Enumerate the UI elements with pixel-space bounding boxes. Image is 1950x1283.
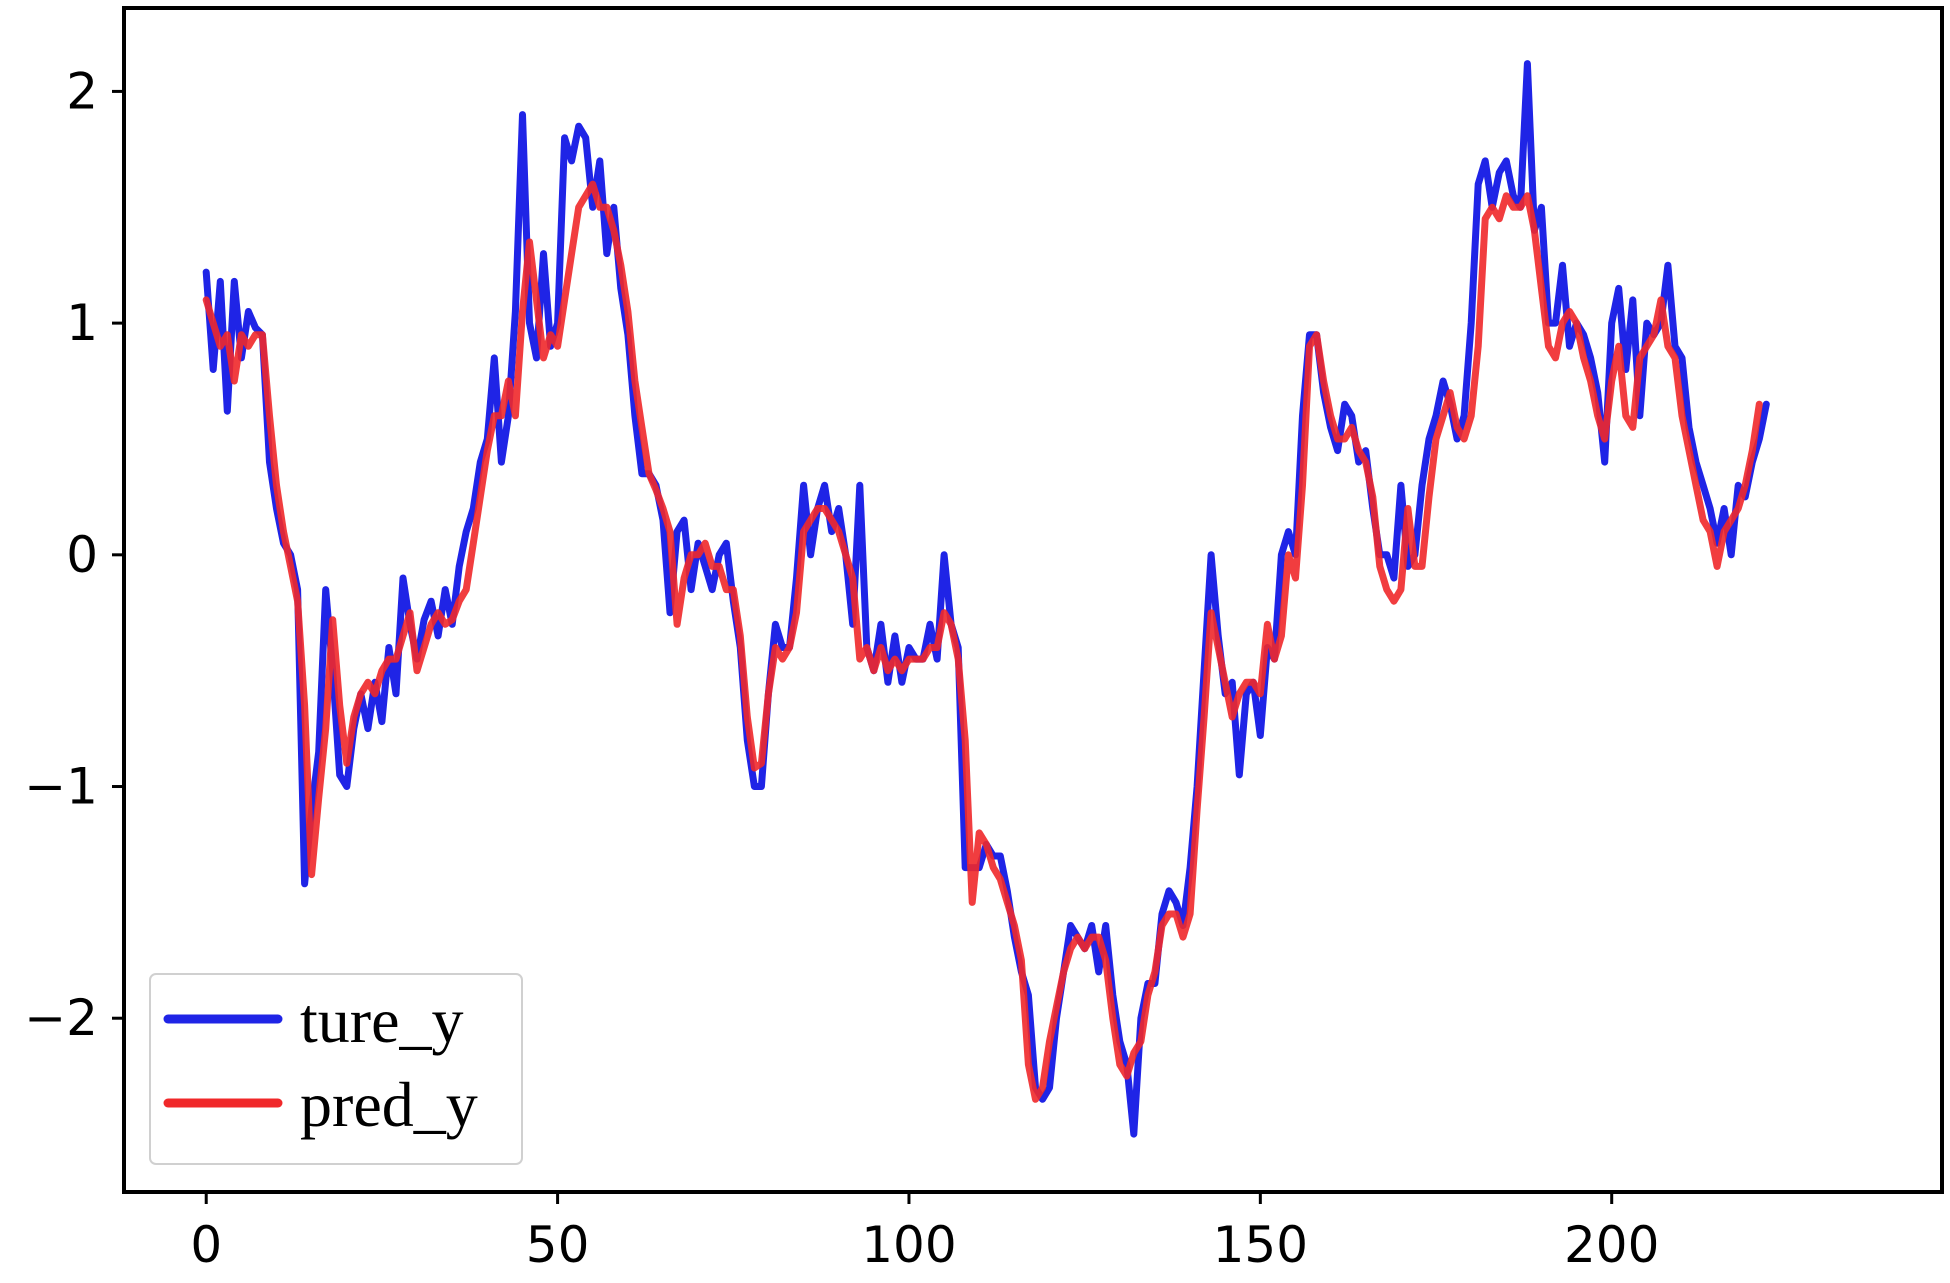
x-axis: 0 50 100 150 200 — [190, 1192, 1659, 1274]
legend-label-ture_y: ture_y — [300, 985, 464, 1056]
series-layer — [202, 60, 1770, 1138]
legend: ture_y pred_y — [149, 973, 523, 1165]
y-axis: 2 1 0 −1 −2 — [24, 62, 124, 1047]
y-tick-label: −2 — [24, 989, 98, 1047]
y-tick-label: −1 — [24, 758, 98, 816]
y-tick-label: 1 — [66, 294, 98, 352]
x-tick-label: 200 — [1564, 1216, 1659, 1274]
x-tick-label: 50 — [526, 1216, 590, 1274]
legend-label-pred_y: pred_y — [300, 1069, 478, 1140]
series-line-pred_y — [202, 180, 1763, 1103]
y-tick-label: 2 — [66, 62, 98, 120]
x-tick-label: 150 — [1213, 1216, 1308, 1274]
x-tick-label: 100 — [861, 1216, 956, 1274]
y-tick-label: 0 — [66, 526, 98, 584]
x-tick-label: 0 — [190, 1216, 222, 1274]
